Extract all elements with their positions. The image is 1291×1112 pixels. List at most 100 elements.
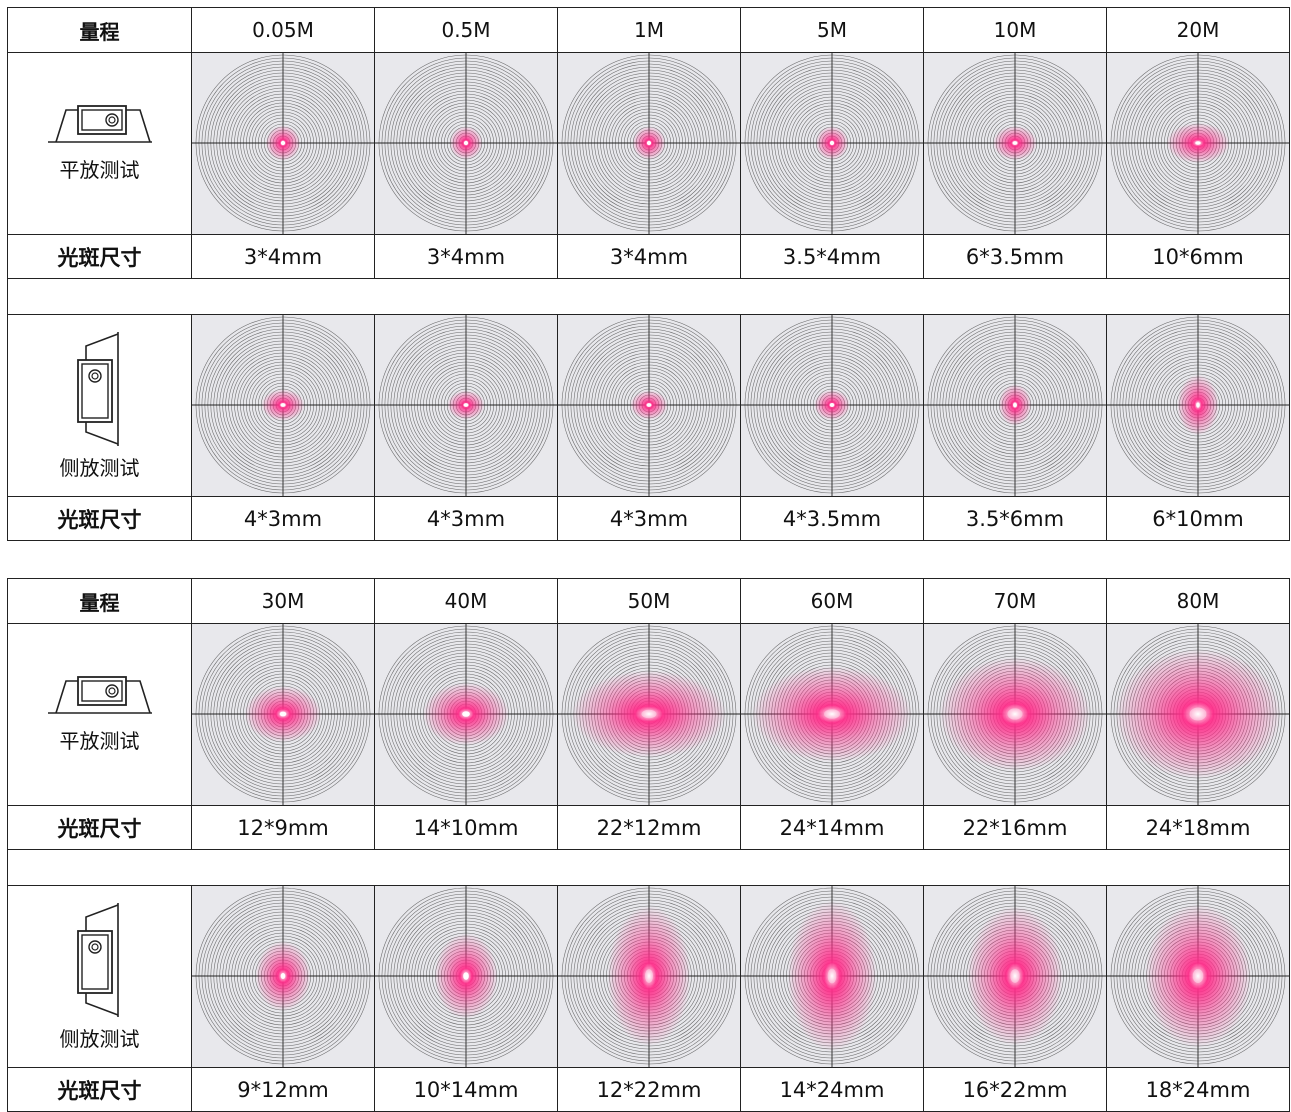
target-photo <box>740 885 924 1068</box>
concentric-target <box>924 886 1106 1067</box>
flat-test-mode-cell: 平放测试 <box>7 623 192 806</box>
range-cell: 10M <box>923 7 1107 53</box>
target-photo <box>923 314 1107 497</box>
spot-size-cell: 10*14mm <box>374 1067 558 1112</box>
spot-size-cell: 18*24mm <box>1106 1067 1290 1112</box>
range-header-label: 量程 <box>7 7 192 53</box>
concentric-target <box>1107 886 1289 1067</box>
range-cell: 0.5M <box>374 7 558 53</box>
spot-size-cell: 24*14mm <box>740 805 924 850</box>
target-photo <box>557 314 741 497</box>
target-photo <box>1106 623 1290 806</box>
concentric-target <box>558 886 740 1067</box>
flat-test-mode-cell: 平放测试 <box>7 52 192 235</box>
mode-label: 侧放测试 <box>59 456 140 480</box>
laser-spot <box>751 666 913 762</box>
side-test-photo-row: 侧放测试 <box>7 314 1290 497</box>
spacer-row <box>7 849 1290 886</box>
target-photo <box>1106 885 1290 1068</box>
laser-spot <box>966 906 1064 1046</box>
target-photo <box>1106 52 1290 235</box>
spot-size-cell: 6*3.5mm <box>923 234 1107 279</box>
spot-size-row: 光斑尺寸 4*3mm 4*3mm 4*3mm 4*3.5mm 3.5*6mm 6… <box>7 496 1290 541</box>
range-cell: 50M <box>557 578 741 624</box>
concentric-target <box>375 315 557 496</box>
target-photo <box>1106 314 1290 497</box>
side-test-photo-row: 侧放测试 <box>7 885 1290 1068</box>
spot-size-cell: 4*3mm <box>191 496 375 541</box>
target-photo <box>923 623 1107 806</box>
concentric-target <box>741 315 923 496</box>
target-photo <box>191 52 375 235</box>
target-photo <box>740 314 924 497</box>
spot-size-row: 光斑尺寸 12*9mm 14*10mm 22*12mm 24*14mm 22*1… <box>7 805 1290 850</box>
mode-label: 平放测试 <box>59 158 140 182</box>
side-test-mode-cell: 侧放测试 <box>7 885 192 1068</box>
range-cell: 0.05M <box>191 7 375 53</box>
laser-spot <box>607 905 691 1047</box>
spacer-row <box>7 278 1290 315</box>
target-photo <box>374 314 558 497</box>
concentric-target <box>741 624 923 805</box>
spot-size-cell: 10*6mm <box>1106 234 1290 279</box>
target-photo <box>374 885 558 1068</box>
concentric-target <box>1107 53 1289 234</box>
flat-test-photo-row: 平放测试 <box>7 52 1290 235</box>
range-cell: 70M <box>923 578 1107 624</box>
laser-spot <box>1114 649 1282 779</box>
spot-size-cell: 14*24mm <box>740 1067 924 1112</box>
concentric-target <box>192 886 374 1067</box>
concentric-target <box>375 53 557 234</box>
target-photo <box>923 52 1107 235</box>
spot-size-cell: 3*4mm <box>557 234 741 279</box>
spot-size-cell: 3*4mm <box>191 234 375 279</box>
range-header-row: 量程 0.05M 0.5M 1M 5M 10M 20M <box>7 7 1290 53</box>
concentric-target <box>924 53 1106 234</box>
spot-size-row: 光斑尺寸 9*12mm 10*14mm 12*22mm 14*24mm 16*2… <box>7 1067 1290 1112</box>
target-photo <box>923 885 1107 1068</box>
target-photo <box>557 52 741 235</box>
range-cell: 20M <box>1106 7 1290 53</box>
concentric-target <box>558 315 740 496</box>
spot-size-cell: 3*4mm <box>374 234 558 279</box>
concentric-target <box>192 624 374 805</box>
target-photo <box>374 52 558 235</box>
side-device-icon <box>76 903 119 1017</box>
spot-size-cell: 3.5*4mm <box>740 234 924 279</box>
concentric-target <box>558 624 740 805</box>
range-cell: 60M <box>740 578 924 624</box>
side-test-mode-cell: 侧放测试 <box>7 314 192 497</box>
concentric-target <box>192 315 374 496</box>
concentric-target <box>375 624 557 805</box>
target-photo <box>740 623 924 806</box>
range-cell: 30M <box>191 578 375 624</box>
range-cell: 5M <box>740 7 924 53</box>
laser-spot <box>1144 904 1252 1048</box>
laser-spot <box>787 900 877 1052</box>
concentric-target <box>924 315 1106 496</box>
concentric-target <box>741 886 923 1067</box>
spot-size-cell: 22*16mm <box>923 805 1107 850</box>
concentric-target <box>741 53 923 234</box>
laser-spot <box>939 657 1091 771</box>
target-photo <box>374 623 558 806</box>
spot-size-label: 光斑尺寸 <box>7 496 192 541</box>
target-photo <box>191 885 375 1068</box>
spot-size-cell: 16*22mm <box>923 1067 1107 1112</box>
range-header-label: 量程 <box>7 578 192 624</box>
target-photo <box>557 623 741 806</box>
flat-device-icon <box>47 105 152 143</box>
target-photo <box>191 314 375 497</box>
spot-size-cell: 9*12mm <box>191 1067 375 1112</box>
spot-size-cell: 12*9mm <box>191 805 375 850</box>
range-header-row: 量程 30M 40M 50M 60M 70M 80M <box>7 578 1290 624</box>
concentric-target <box>558 53 740 234</box>
spot-size-table-2: 量程 30M 40M 50M 60M 70M 80M 平放测试 光斑尺寸 12*… <box>7 578 1290 1112</box>
range-cell: 1M <box>557 7 741 53</box>
flat-device-icon <box>47 676 152 714</box>
spot-size-cell: 22*12mm <box>557 805 741 850</box>
range-cell: 40M <box>374 578 558 624</box>
spot-size-cell: 4*3.5mm <box>740 496 924 541</box>
concentric-target <box>924 624 1106 805</box>
concentric-target <box>192 53 374 234</box>
